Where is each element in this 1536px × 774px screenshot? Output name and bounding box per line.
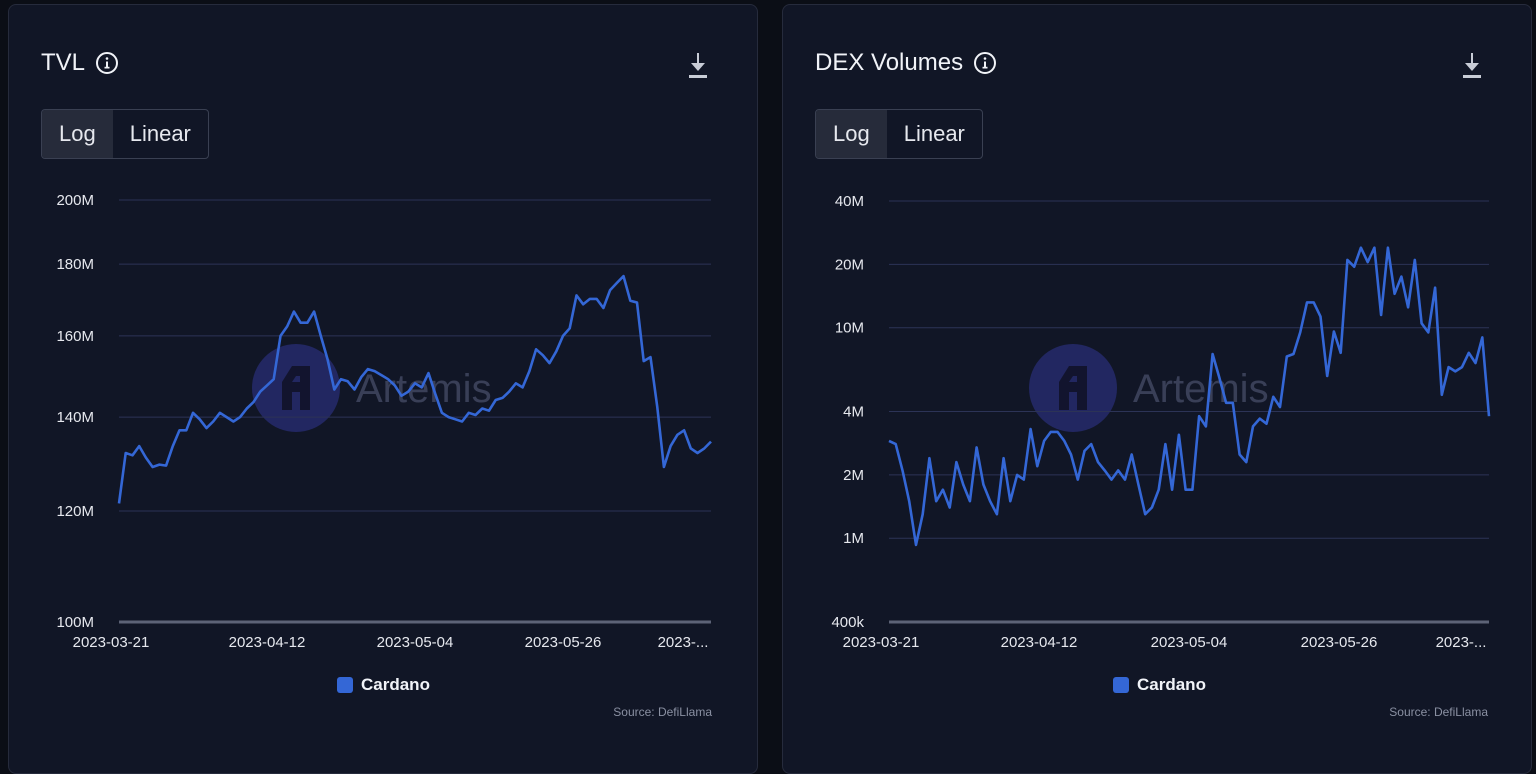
watermark-glyph [282, 366, 310, 410]
source-note: Source: DefiLlama [1389, 705, 1488, 719]
y-tick-label: 200M [56, 192, 94, 209]
y-tick-label: 400k [831, 614, 864, 631]
x-tick-label: 2023-05-26 [525, 634, 602, 651]
y-tick-label: 180M [56, 256, 94, 273]
x-tick-label: 2023-05-04 [377, 634, 454, 651]
y-tick-label: 20M [835, 256, 864, 273]
watermark-glyph [1059, 366, 1087, 410]
log-scale-button[interactable]: Log [42, 110, 113, 158]
info-icon[interactable] [95, 51, 119, 75]
x-tick-label: 2023-03-21 [73, 634, 150, 651]
chart-title-text: DEX Volumes [815, 49, 964, 76]
dex-volumes-line-chart: Artemis 40M 20M 10M 4M 2M 1M 400k 2023-03-21 2023… [831, 193, 1491, 651]
y-tick-label: 2M [843, 467, 864, 484]
download-icon[interactable] [687, 51, 709, 81]
y-tick-label: 1M [843, 530, 864, 547]
series-line-cardano[interactable] [117, 274, 712, 504]
download-icon[interactable] [1461, 51, 1483, 81]
y-tick-label: 10M [835, 320, 864, 337]
legend-swatch [1113, 677, 1129, 693]
scale-toggle: Log Linear [41, 109, 209, 159]
dex-volumes-chart-card: DEX Volumes Log Linear Artemis 40M 20M 10M 4… [782, 4, 1532, 774]
series-line-cardano[interactable] [888, 246, 1491, 547]
log-scale-button[interactable]: Log [816, 110, 887, 158]
chart-title: DEX Volumes [815, 49, 997, 77]
info-icon[interactable] [973, 51, 997, 75]
y-tick-label: 160M [56, 328, 94, 345]
x-tick-label: 2023-04-12 [229, 634, 306, 651]
x-tick-label: 2023-... [1436, 634, 1487, 651]
y-tick-label: 4M [843, 404, 864, 421]
chart-title: TVL [41, 49, 119, 77]
legend-label: Cardano [1137, 675, 1206, 694]
chart-title-text: TVL [41, 49, 86, 76]
y-tick-label: 100M [56, 614, 94, 631]
y-tick-label: 140M [56, 409, 94, 426]
y-tick-label: 120M [56, 503, 94, 520]
artemis-watermark: Artemis [1029, 344, 1269, 432]
chart-legend[interactable]: Cardano [1113, 675, 1206, 695]
x-tick-label: 2023-04-12 [1001, 634, 1078, 651]
x-tick-label: 2023-05-26 [1301, 634, 1378, 651]
y-tick-label: 40M [835, 193, 864, 210]
x-tick-label: 2023-03-21 [843, 634, 920, 651]
tvl-chart-card: TVL Log Linear Artemis 200M 180M 160M 140M 12… [8, 4, 758, 774]
scale-toggle: Log Linear [815, 109, 983, 159]
chart-legend[interactable]: Cardano [337, 675, 430, 695]
linear-scale-button[interactable]: Linear [903, 121, 965, 146]
artemis-watermark: Artemis [252, 344, 492, 432]
tvl-line-chart: Artemis 200M 180M 160M 140M 120M 100M 2023-03-2… [56, 192, 712, 651]
source-note: Source: DefiLlama [613, 705, 712, 719]
legend-label: Cardano [361, 675, 430, 694]
linear-scale-button[interactable]: Linear [129, 121, 191, 146]
x-tick-label: 2023-05-04 [1151, 634, 1228, 651]
legend-swatch [337, 677, 353, 693]
watermark-text: Artemis [1133, 367, 1269, 411]
x-tick-label: 2023-... [658, 634, 709, 651]
